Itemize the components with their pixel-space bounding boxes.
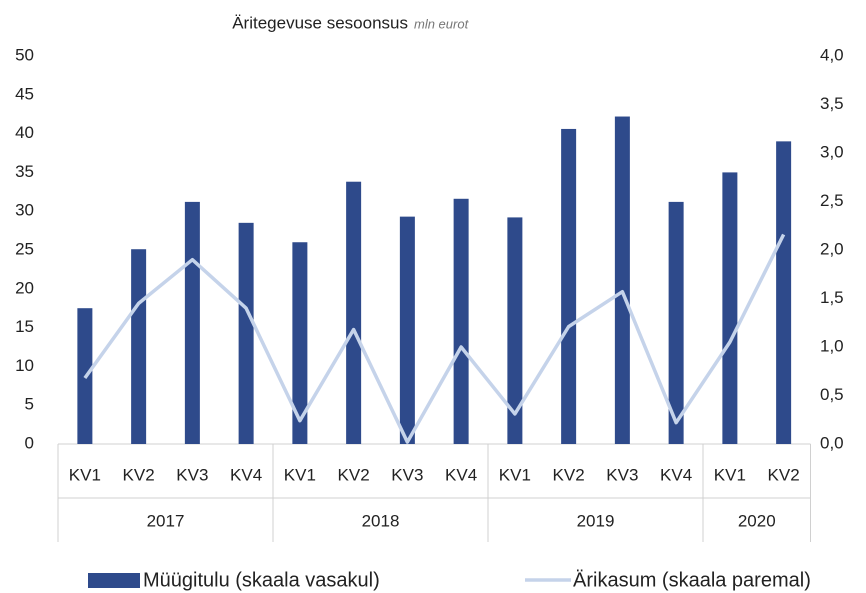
- x-tick-label: KV2: [123, 465, 155, 484]
- y2-tick-label: 4,0: [820, 45, 844, 64]
- x-tick-label: KV1: [499, 465, 531, 484]
- group-label: 2020: [738, 511, 776, 530]
- legend-label: Müügitulu (skaala vasakul): [143, 569, 380, 591]
- x-tick-label: KV2: [338, 465, 370, 484]
- bar: [238, 222, 254, 444]
- bar: [346, 181, 362, 444]
- group-label: 2018: [362, 511, 400, 530]
- bar: [668, 201, 684, 444]
- x-tick-label: KV2: [768, 465, 800, 484]
- legend-swatch: [88, 573, 140, 588]
- x-tick-label: KV1: [284, 465, 316, 484]
- y2-tick-label: 1,0: [820, 336, 844, 355]
- y-tick-label: 15: [15, 317, 34, 336]
- legend-label: Ärikasum (skaala paremal): [573, 569, 811, 591]
- y2-tick-label: 2,5: [820, 191, 844, 210]
- y2-tick-label: 1,5: [820, 288, 844, 307]
- x-tick-label: KV4: [230, 465, 262, 484]
- x-tick-label: KV1: [714, 465, 746, 484]
- y-tick-label: 40: [15, 123, 34, 142]
- chart-subtitle: mln eurot: [414, 16, 470, 31]
- x-tick-label: KV4: [660, 465, 692, 484]
- x-tick-label: KV3: [176, 465, 208, 484]
- y-tick-label: 10: [15, 356, 34, 375]
- bar: [614, 116, 630, 444]
- y2-tick-label: 2,0: [820, 239, 844, 258]
- bar: [131, 249, 147, 444]
- y-tick-label: 25: [15, 239, 34, 258]
- group-label: 2017: [147, 511, 185, 530]
- y-tick-label: 50: [15, 45, 34, 64]
- chart-title: Äritegevuse sesoonsus: [232, 13, 408, 32]
- bar: [399, 216, 415, 444]
- line: [83, 233, 786, 444]
- y-tick-label: 45: [15, 84, 34, 103]
- y2-tick-label: 0,0: [820, 433, 844, 452]
- x-tick-label: KV3: [391, 465, 423, 484]
- y-tick-label: 0: [25, 433, 34, 452]
- y2-tick-label: 3,0: [820, 142, 844, 161]
- bar: [561, 128, 577, 444]
- x-tick-label: KV3: [606, 465, 638, 484]
- y2-tick-label: 3,5: [820, 94, 844, 113]
- y-tick-label: 30: [15, 201, 34, 220]
- bar: [292, 242, 308, 444]
- bar: [722, 172, 738, 444]
- bar: [184, 201, 200, 444]
- y-tick-label: 5: [25, 395, 34, 414]
- x-tick-label: KV2: [553, 465, 585, 484]
- x-tick-label: KV4: [445, 465, 477, 484]
- y-tick-label: 20: [15, 278, 34, 297]
- bar: [776, 141, 792, 445]
- bar: [507, 217, 523, 444]
- bar: [453, 198, 469, 444]
- y2-tick-label: 0,5: [820, 385, 844, 404]
- x-tick-label: KV1: [69, 465, 101, 484]
- group-label: 2019: [577, 511, 615, 530]
- y-tick-label: 35: [15, 162, 34, 181]
